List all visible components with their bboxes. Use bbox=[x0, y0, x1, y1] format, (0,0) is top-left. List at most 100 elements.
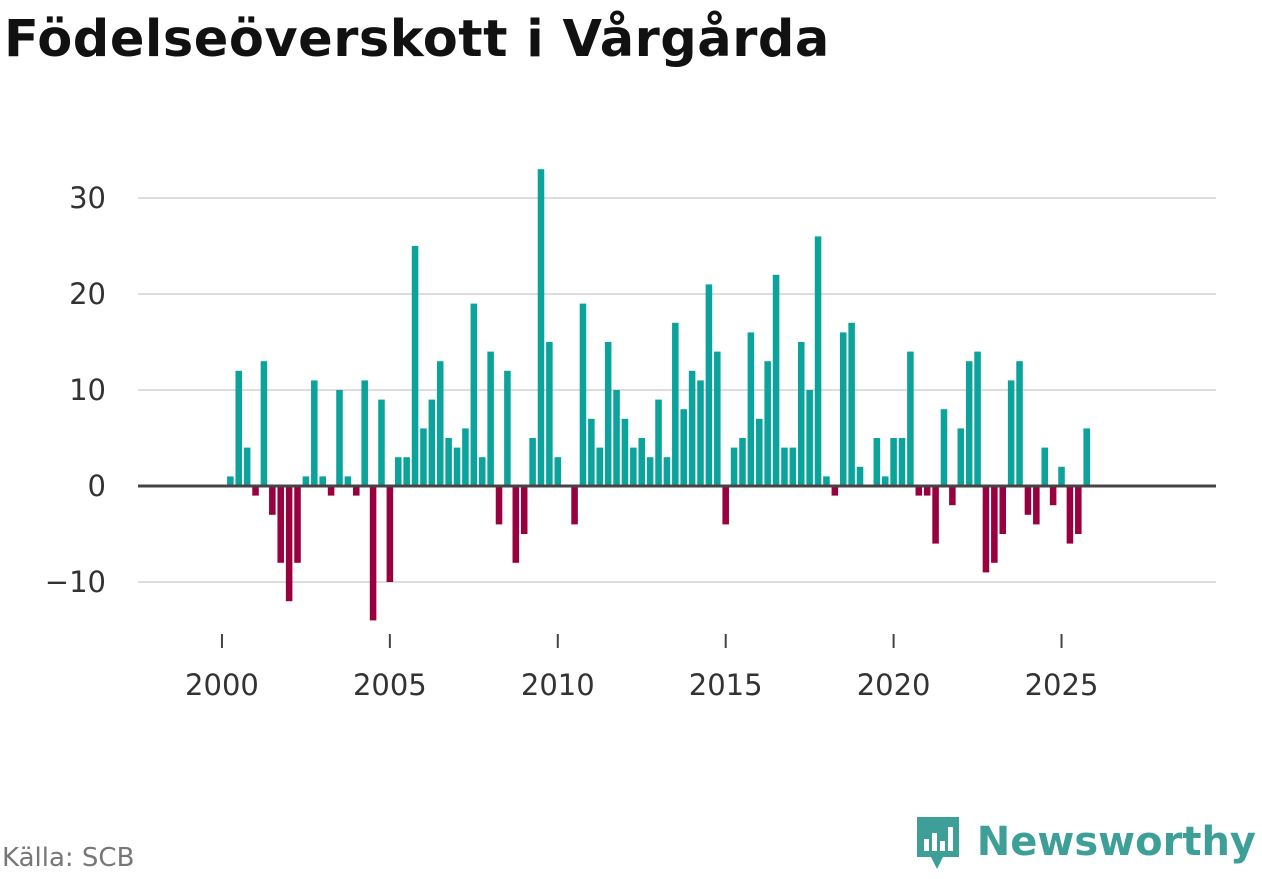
bar bbox=[1033, 486, 1040, 525]
bar bbox=[1016, 361, 1023, 486]
bar bbox=[537, 169, 545, 486]
bar bbox=[722, 486, 729, 525]
x-tick-label: 2005 bbox=[353, 668, 427, 702]
bar bbox=[487, 351, 494, 486]
x-tick-label: 2025 bbox=[1025, 668, 1099, 702]
bar bbox=[932, 486, 939, 544]
bar bbox=[512, 486, 520, 563]
newsworthy-logo-icon bbox=[916, 817, 959, 869]
bar bbox=[386, 486, 394, 582]
bar bbox=[688, 370, 696, 486]
bar bbox=[554, 457, 562, 486]
bar bbox=[546, 342, 553, 486]
bar bbox=[394, 457, 402, 486]
y-tick-label: −10 bbox=[45, 565, 106, 599]
bar bbox=[344, 476, 352, 486]
bar bbox=[714, 351, 721, 486]
bar bbox=[915, 486, 923, 496]
bar bbox=[302, 476, 310, 486]
bar bbox=[697, 380, 704, 486]
bar bbox=[991, 486, 998, 563]
bar bbox=[361, 380, 368, 486]
chart-title: Födelseöverskott i Vårgårda bbox=[4, 10, 830, 69]
bar bbox=[940, 409, 948, 486]
bar bbox=[260, 361, 268, 486]
bar bbox=[277, 486, 285, 563]
bar bbox=[672, 322, 679, 486]
bar bbox=[814, 236, 822, 486]
bar bbox=[730, 447, 738, 486]
x-tick-label: 2015 bbox=[689, 668, 763, 702]
bar bbox=[957, 428, 965, 486]
bar bbox=[923, 486, 931, 496]
bar bbox=[604, 342, 612, 486]
bar bbox=[756, 418, 763, 486]
bar bbox=[1049, 486, 1057, 506]
bar bbox=[294, 486, 301, 563]
bar bbox=[965, 361, 973, 486]
bar bbox=[949, 486, 956, 506]
bar bbox=[1066, 486, 1074, 544]
bar bbox=[436, 361, 444, 486]
bar bbox=[646, 457, 654, 486]
bar bbox=[327, 486, 335, 496]
bar bbox=[856, 466, 864, 486]
bar bbox=[428, 399, 436, 486]
bar bbox=[873, 438, 881, 486]
source-label: Källa: SCB bbox=[2, 843, 135, 873]
bar bbox=[470, 303, 478, 486]
bar bbox=[638, 438, 646, 486]
bar bbox=[420, 428, 427, 486]
bar bbox=[319, 476, 326, 486]
bar bbox=[269, 486, 276, 515]
bar bbox=[596, 447, 604, 486]
x-axis-ticks: 2000 2005 2010 2015 2020 2025 bbox=[185, 634, 1098, 702]
bar bbox=[227, 476, 234, 486]
bar bbox=[1007, 380, 1015, 486]
brand-name: Newsworthy bbox=[976, 819, 1256, 865]
bar bbox=[890, 438, 897, 486]
bar bbox=[630, 447, 637, 486]
bar bbox=[764, 361, 771, 486]
bar bbox=[579, 303, 587, 486]
bar bbox=[453, 447, 461, 486]
bar bbox=[252, 486, 259, 496]
bar bbox=[747, 332, 755, 486]
bar bbox=[235, 370, 243, 486]
x-tick-label: 2020 bbox=[857, 668, 931, 702]
bar bbox=[898, 438, 906, 486]
bar bbox=[797, 342, 805, 486]
bar bbox=[571, 486, 578, 525]
bar bbox=[1083, 428, 1090, 486]
bar bbox=[462, 428, 469, 486]
bar bbox=[881, 476, 889, 486]
bar bbox=[529, 438, 536, 486]
bar bbox=[588, 418, 595, 486]
bar bbox=[974, 351, 981, 486]
bar bbox=[478, 457, 486, 486]
x-tick-label: 2000 bbox=[185, 668, 259, 702]
bar bbox=[411, 246, 419, 486]
bar bbox=[982, 486, 990, 573]
bar bbox=[353, 486, 360, 496]
bar bbox=[243, 447, 251, 486]
bar bbox=[1058, 466, 1065, 486]
bar bbox=[663, 457, 671, 486]
bar bbox=[336, 390, 343, 486]
bar bbox=[621, 418, 629, 486]
bar bbox=[655, 399, 662, 486]
bar bbox=[369, 486, 377, 621]
bar bbox=[520, 486, 528, 534]
y-axis-ticks: −10 0 10 20 30 bbox=[45, 181, 106, 599]
bar bbox=[739, 438, 746, 486]
bar bbox=[1075, 486, 1082, 534]
bar bbox=[378, 399, 385, 486]
bar bbox=[823, 476, 830, 486]
bar bbox=[495, 486, 503, 525]
y-tick-label: 20 bbox=[69, 277, 106, 311]
brand-logo: Newsworthy bbox=[913, 813, 1256, 871]
bar bbox=[705, 284, 713, 486]
bar bbox=[1024, 486, 1032, 515]
y-tick-label: 0 bbox=[88, 469, 106, 503]
